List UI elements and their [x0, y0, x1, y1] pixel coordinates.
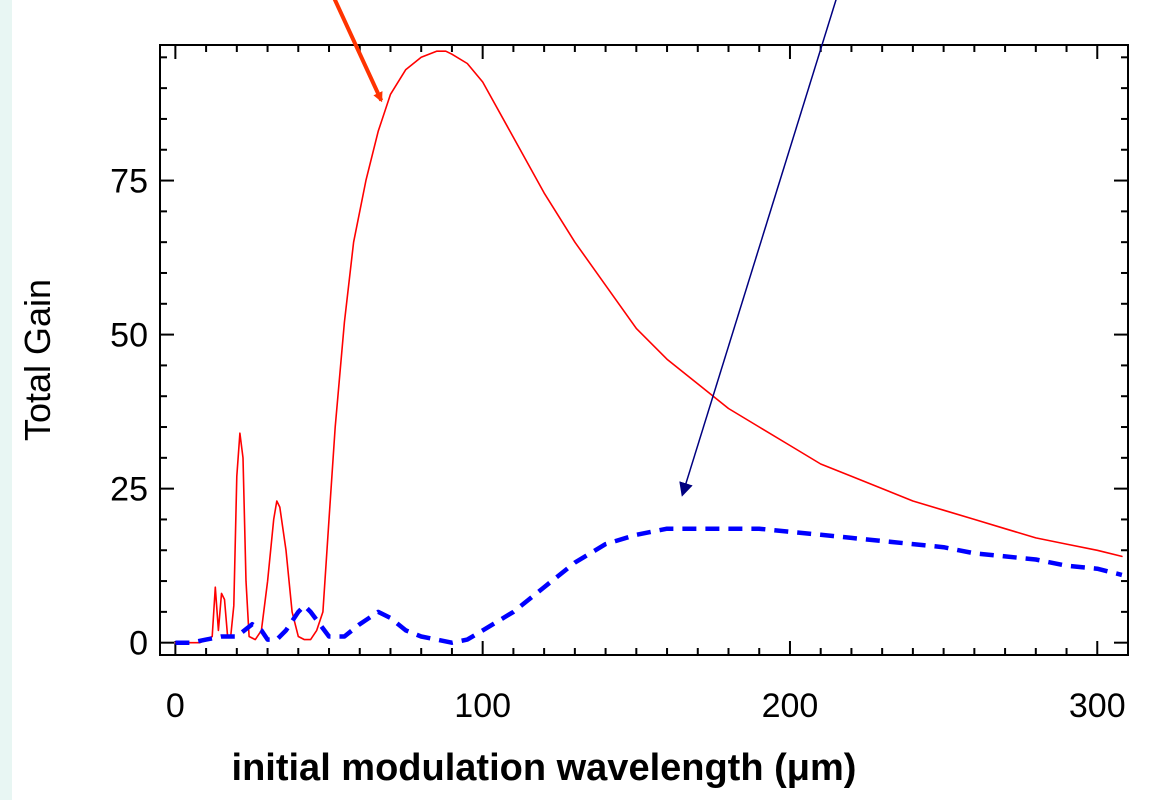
x-tick-label: 100 [454, 687, 511, 725]
annotation-arrow-red [332, 0, 384, 103]
chart-panel [12, 0, 1152, 800]
plot-border [159, 44, 1129, 656]
plot-frame [159, 44, 1129, 656]
y-tick-label: 50 [110, 317, 148, 355]
x-tick-label: 0 [166, 687, 185, 725]
x-tick-label: 300 [1069, 687, 1126, 725]
x-tick-label: 200 [762, 687, 819, 725]
x-axis-title: initial modulation wavelength (μm) [232, 747, 857, 789]
y-tick-label: 75 [110, 163, 148, 201]
annotation-arrows [332, 0, 837, 497]
y-axis-title: Total Gain [17, 279, 58, 441]
series-lines [174, 50, 1123, 645]
annotation-arrow-blue [679, 0, 837, 497]
y-tick-label: 0 [129, 625, 148, 663]
y-tick-label: 25 [110, 471, 148, 509]
series-line-blue-dashed [175, 526, 1123, 645]
tick-labels: 0 100 200 300 0 25 50 75 [110, 163, 1125, 725]
axis-ticks [160, 45, 1128, 655]
series-line-red-solid [174, 50, 1123, 644]
